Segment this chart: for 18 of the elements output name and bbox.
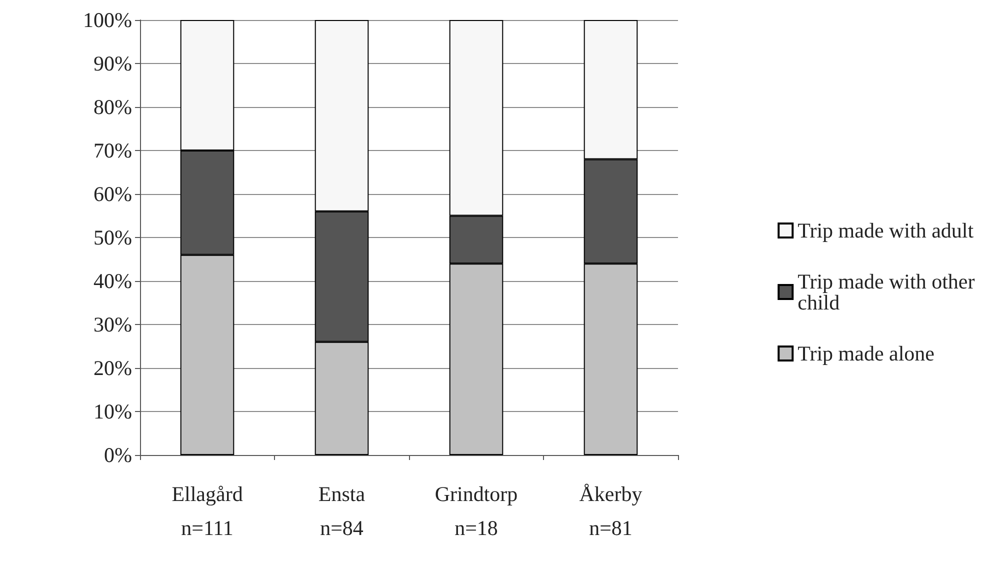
- legend-label: Trip made alone: [798, 342, 934, 366]
- legend-label: Trip made with other child: [798, 270, 980, 314]
- y-tick-label: 70%: [94, 138, 132, 162]
- y-tick-label: 40%: [94, 269, 132, 293]
- y-tick-label: 90%: [94, 52, 132, 76]
- y-tick-label: 10%: [94, 400, 132, 424]
- y-tick-label: 0%: [104, 443, 132, 467]
- y-tick-label: 80%: [94, 95, 132, 119]
- x-tick-label: Åkerby n=81: [579, 482, 643, 540]
- y-tick-label: 30%: [94, 312, 132, 336]
- x-tick-label: Ellagård n=111: [172, 482, 244, 540]
- y-tick-label: 20%: [94, 356, 132, 380]
- legend-label: Trip made with adult: [798, 218, 974, 242]
- x-tick-label: Grindtorp n=18: [434, 482, 518, 540]
- y-tick-label: 60%: [94, 182, 132, 206]
- y-tick-label: 50%: [94, 226, 132, 250]
- x-tick-label: Ensta n=84: [318, 482, 366, 540]
- y-tick-label: 100%: [83, 8, 132, 32]
